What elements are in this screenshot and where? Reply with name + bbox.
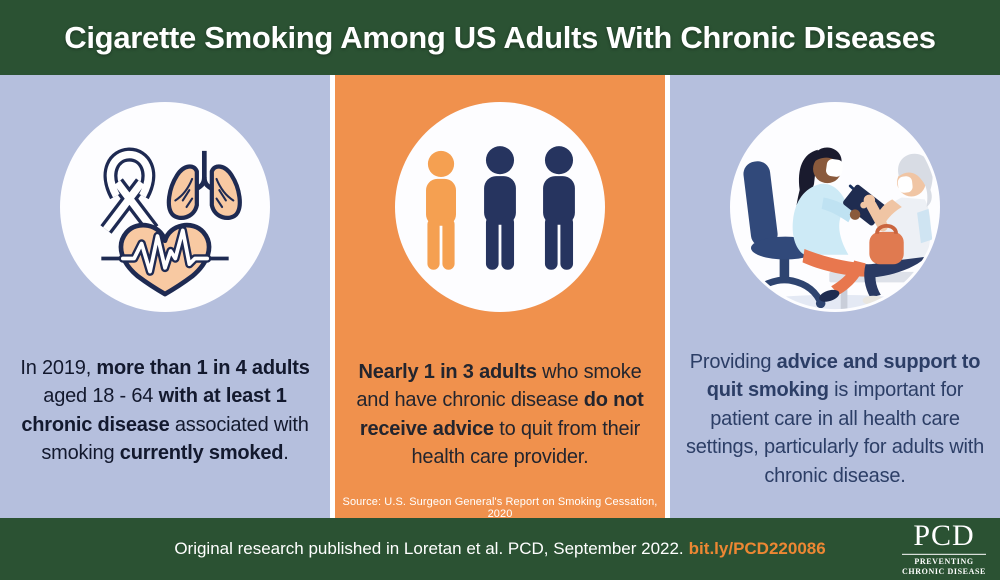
text-segment: who smoke and have chronic disease [356,361,642,412]
pcd-logo-tagline-line1: PREVENTING [914,556,974,566]
text-segment-bold: do not receive advice [359,389,644,440]
text-segment-bold: advice and support to quit smoking [706,351,981,402]
panels-container: In 2019, more than 1 in 4 adults aged 18… [0,75,1000,520]
pcd-logo-tagline-line2: CHRONIC DISEASE [902,566,986,576]
prevalence-statement: In 2019, more than 1 in 4 adults aged 18… [9,354,321,468]
awareness-ribbon-icon [100,147,159,234]
pcd-logo-rule [902,553,986,555]
counseling-illustration-circle [730,102,940,312]
page-title: Cigarette Smoking Among US Adults With C… [64,19,936,55]
text-segment-bold: with at least 1 chronic disease [21,385,287,436]
text-segment: . [283,442,289,465]
pcd-logo: PCD PREVENTING CHRONIC DISEASE [898,518,990,577]
panel-divider [330,75,335,518]
text-segment: to quit from their health care provider. [411,417,641,469]
bitly-link[interactable]: bit.ly/PCD220086 [688,539,826,558]
text-segment: is important for patient care in all hea… [685,379,985,487]
office-chair-icon [743,161,826,310]
pcd-logo-acronym: PCD [913,518,975,552]
footer-banner: Original research published in Loretan e… [0,518,1000,580]
advice-statement: Nearly 1 in 3 adults who smoke and have … [344,358,656,472]
panel-divider [665,75,670,518]
person-navy-icon [484,146,516,270]
source-citation: Source: U.S. Surgeon General's Report on… [342,495,658,520]
header-banner: Cigarette Smoking Among US Adults With C… [0,0,1000,75]
support-statement: Providing advice and support to quit smo… [679,348,991,490]
chronic-disease-icons-circle [60,102,270,312]
provider-patient-counseling-illustration [732,104,938,310]
heart-ekg-icon [101,222,229,297]
panel-advice: Nearly 1 in 3 adults who smoke and have … [335,75,665,520]
text-segment-bold: more than 1 in 4 adults [96,357,310,379]
patient-figure [860,153,933,306]
text-segment: In 2019, [20,357,97,379]
credit-line: Original research published in Loretan e… [174,539,825,559]
ribbon-lungs-heart-icon [65,107,265,307]
person-orange-icon [426,150,456,270]
doctor-figure [792,147,887,302]
lungs-icon [166,150,242,220]
text-segment-bold: Nearly 1 in 3 adults [358,361,537,383]
panel-prevalence: In 2019, more than 1 in 4 adults aged 18… [0,75,330,518]
text-segment: associated with smoking [41,413,309,465]
person-navy-icon [543,146,575,270]
three-adults-pictogram-icon [400,107,600,307]
text-segment: Providing [689,351,777,373]
adults-pictogram-circle [395,102,605,312]
panel-support: Providing advice and support to quit smo… [670,75,1000,518]
text-segment-bold: currently smoked [119,442,284,465]
credit-text: Original research published in Loretan e… [174,539,684,558]
text-segment: aged 18 - 64 [43,385,159,408]
